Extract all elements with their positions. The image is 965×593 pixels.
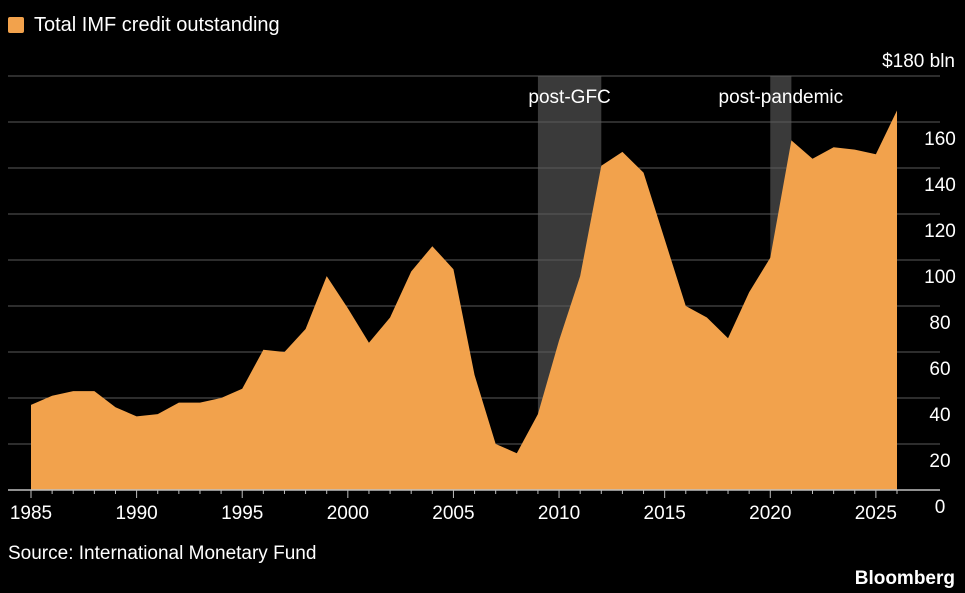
legend: Total IMF credit outstanding — [8, 12, 280, 38]
y-tick-label: 40 — [929, 405, 950, 426]
source-note: Source: International Monetary Fund — [8, 543, 317, 564]
shaded-period-label-0: post-GFC — [528, 87, 610, 108]
legend-swatch-icon — [8, 17, 24, 33]
x-tick-label-2025: 2025 — [855, 503, 897, 524]
bloomberg-logo: Bloomberg — [854, 568, 955, 589]
y-tick-label: 100 — [924, 267, 956, 288]
axis-labels: post-GFC post-pandemic 0 20 40 60 80 100 120 140 1… — [10, 51, 956, 524]
x-tick-label-2020: 2020 — [749, 503, 791, 524]
y-tick-label: 80 — [929, 313, 950, 334]
y-tick-label: 0 — [935, 497, 946, 518]
x-axis — [8, 489, 940, 498]
shaded-period-label-1: post-pandemic — [719, 87, 844, 108]
series-area — [31, 110, 897, 490]
x-tick-label-1990: 1990 — [115, 503, 157, 524]
y-tick-label: 60 — [929, 359, 950, 380]
legend-label: Total IMF credit outstanding — [34, 13, 280, 36]
y-tick-label: $180 bln — [882, 51, 955, 72]
y-tick-label: 20 — [929, 451, 950, 472]
x-tick-label-1995: 1995 — [221, 503, 263, 524]
y-tick-label: 160 — [924, 129, 956, 150]
y-tick-label: 120 — [924, 221, 956, 242]
x-tick-label-2010: 2010 — [538, 503, 580, 524]
y-tick-label: 140 — [924, 175, 956, 196]
x-tick-label-2005: 2005 — [432, 503, 474, 524]
x-tick-label-2015: 2015 — [644, 503, 686, 524]
x-tick-label-2000: 2000 — [327, 503, 369, 524]
x-tick-label-1985: 1985 — [10, 503, 52, 524]
data-area — [30, 110, 898, 490]
